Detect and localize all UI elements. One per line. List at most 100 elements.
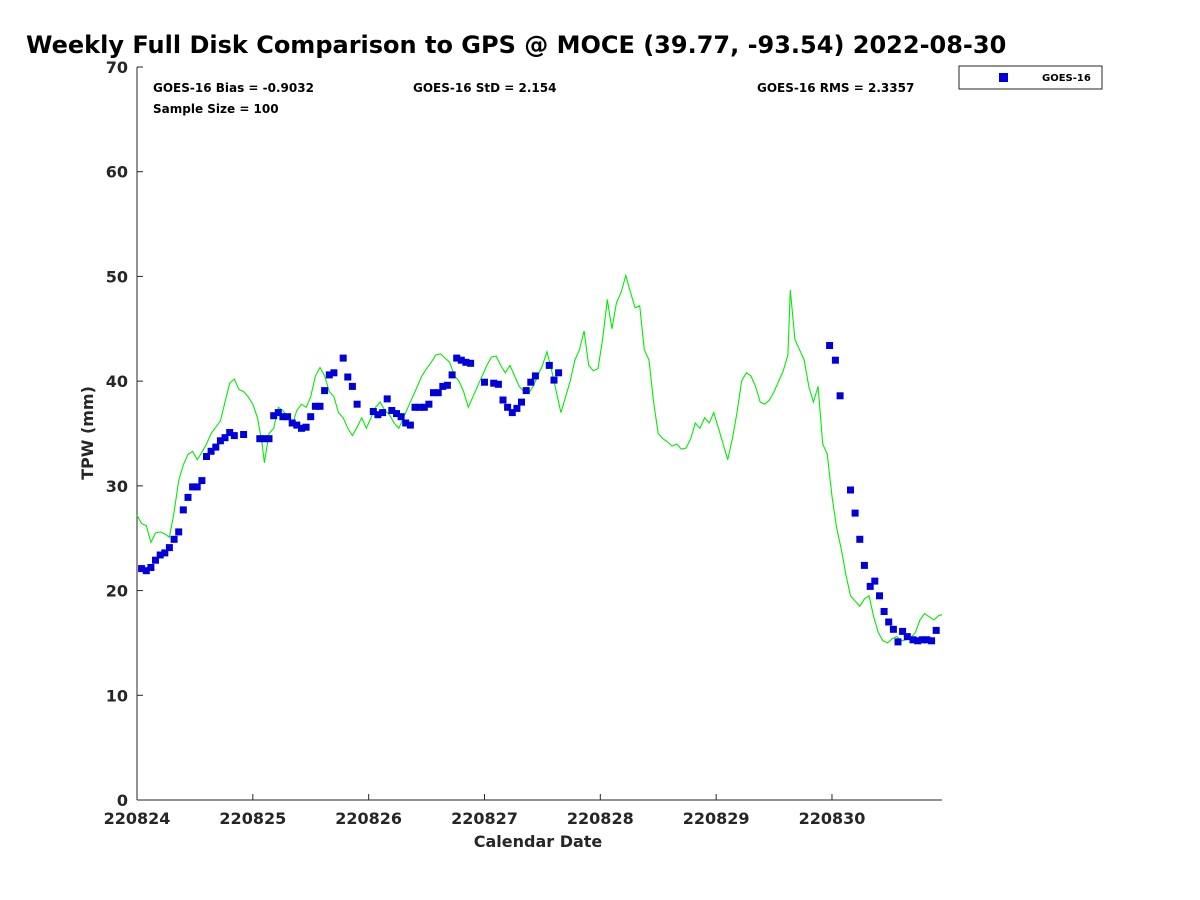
x-tick-label: 220824 <box>104 809 171 828</box>
goes16-point <box>453 354 461 362</box>
goes16-point <box>481 378 488 386</box>
goes16-point <box>216 437 224 445</box>
goes16-point <box>909 636 917 644</box>
y-tick-label: 60 <box>106 163 128 182</box>
gps-line <box>136 273 943 644</box>
goes16-point <box>889 625 897 633</box>
goes16-point <box>265 435 273 443</box>
goes16-point <box>339 354 347 362</box>
goes16-point <box>383 395 391 403</box>
goes16-point <box>406 421 414 429</box>
goes16-point <box>379 409 387 417</box>
goes16-point <box>518 398 525 406</box>
goes16-point <box>871 577 879 585</box>
goes16-point <box>448 371 456 379</box>
axes <box>136 67 942 801</box>
goes16-point <box>411 403 419 411</box>
goes16-point <box>531 372 539 380</box>
goes16-point <box>321 387 329 395</box>
goes16-point <box>508 409 516 417</box>
goes16-point <box>866 582 874 590</box>
goes16-point <box>230 432 238 440</box>
goes16-point <box>302 423 310 431</box>
goes16-point <box>443 381 451 389</box>
goes16-point <box>184 493 192 501</box>
goes16-point <box>175 528 183 536</box>
x-tick-label: 220830 <box>799 809 866 828</box>
goes16-point <box>325 371 333 379</box>
goes16-point <box>513 404 521 412</box>
goes16-point <box>388 407 396 414</box>
goes16-point <box>212 443 220 451</box>
legend: GOES-16 <box>958 65 1103 90</box>
std-stat: GOES-16 StD = 2.154 <box>413 81 556 95</box>
goes16-point <box>260 435 268 443</box>
goes16-point <box>311 402 319 410</box>
goes16-point <box>170 535 178 543</box>
y-tick-label: 50 <box>106 267 128 286</box>
x-tick-label: 220829 <box>683 809 750 828</box>
goes16-point <box>288 419 296 427</box>
goes16-point <box>240 431 248 438</box>
y-tick-label: 70 <box>106 58 128 77</box>
x-ticks: 220824 220825 220826 220827 220828 220829 2208… <box>104 794 866 828</box>
goes16-point <box>161 549 169 557</box>
goes16-point <box>467 359 475 367</box>
goes16-point <box>527 378 535 386</box>
bias-stat: GOES-16 Bias = -0.9032 <box>153 81 314 95</box>
y-tick-label: 10 <box>106 686 128 705</box>
goes16-point <box>545 361 553 369</box>
gps-series <box>136 273 943 644</box>
goes16-point <box>932 626 940 634</box>
goes16-point <box>393 410 400 418</box>
goes16-point <box>397 413 405 421</box>
x-tick-label: 220828 <box>567 809 634 828</box>
goes16-point <box>348 382 356 390</box>
goes16-point <box>550 376 558 384</box>
goes16-point <box>457 356 465 364</box>
x-tick-label: 220827 <box>451 809 518 828</box>
goes16-point <box>189 483 197 491</box>
goes16-point <box>142 567 150 575</box>
x-tick-label: 220825 <box>219 809 286 828</box>
goes16-point <box>903 633 911 641</box>
goes16-point <box>555 369 563 377</box>
goes16-point <box>425 400 433 408</box>
goes16-point <box>490 379 498 387</box>
goes16-point <box>330 369 338 377</box>
goes16-point <box>147 564 155 571</box>
goes16-point <box>298 424 305 432</box>
goes16-point <box>918 636 926 644</box>
y-tick-label: 20 <box>106 582 128 601</box>
goes16-point <box>894 638 902 646</box>
goes16-point <box>344 373 352 381</box>
legend-marker-goes16 <box>999 73 1008 82</box>
goes16-point <box>284 413 292 421</box>
goes16-point <box>307 413 315 421</box>
goes16-point <box>402 419 410 427</box>
y-tick-label: 30 <box>106 477 128 496</box>
legend-label-goes16: GOES-16 <box>1042 73 1091 84</box>
goes16-point <box>899 627 907 635</box>
x-tick-label: 220826 <box>335 809 402 828</box>
goes16-point <box>256 435 264 443</box>
goes16-point <box>193 483 201 491</box>
goes16-point <box>885 618 893 626</box>
goes16-point <box>494 380 502 388</box>
x-axis-label: Calendar Date <box>474 832 603 851</box>
goes16-point <box>851 509 859 517</box>
goes16-point <box>179 506 187 514</box>
goes16-point <box>274 409 282 417</box>
goes16-point <box>138 565 146 573</box>
goes16-point <box>831 356 839 364</box>
goes16-point <box>434 389 442 397</box>
goes16-point <box>203 453 210 460</box>
goes16-point <box>156 551 164 559</box>
goes16-series <box>138 342 940 646</box>
goes16-point <box>826 342 834 349</box>
y-ticks: 0 10 20 30 40 50 60 70 <box>106 58 143 810</box>
goes16-point <box>165 544 173 552</box>
goes16-point <box>374 411 382 419</box>
y-tick-label: 0 <box>117 791 128 810</box>
